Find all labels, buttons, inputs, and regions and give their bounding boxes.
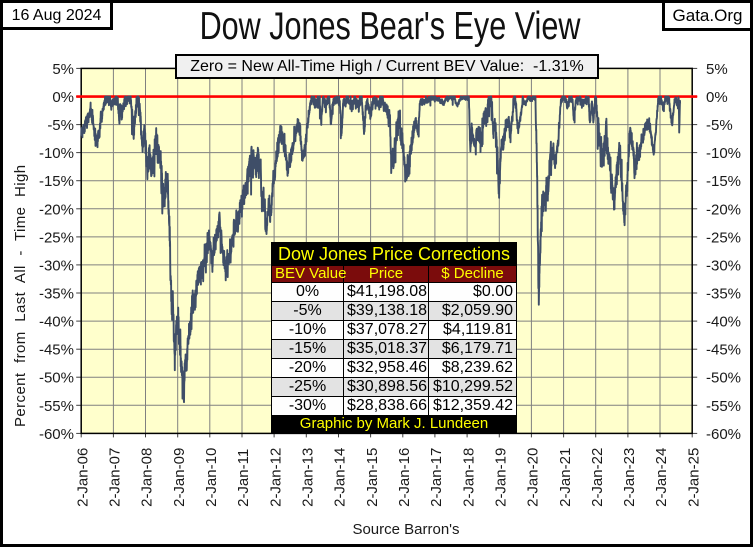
svg-text:2-Jan-09: 2-Jan-09	[171, 448, 188, 507]
svg-text:-35%: -35%	[39, 286, 74, 303]
svg-text:2-Jan-17: 2-Jan-17	[428, 448, 445, 507]
svg-text:-40%: -40%	[39, 314, 74, 331]
svg-text:-35%: -35%	[706, 286, 741, 303]
svg-text:-25%: -25%	[706, 229, 741, 246]
svg-text:-45%: -45%	[706, 342, 741, 359]
svg-text:-55%: -55%	[39, 398, 74, 415]
svg-text:2-Jan-23: 2-Jan-23	[621, 448, 638, 507]
svg-text:-15%: -15%	[39, 173, 74, 190]
svg-text:-15%: -15%	[706, 173, 741, 190]
svg-text:2-Jan-06: 2-Jan-06	[74, 448, 91, 507]
svg-text:-55%: -55%	[706, 398, 741, 415]
svg-text:2-Jan-16: 2-Jan-16	[396, 448, 413, 507]
svg-text:-40%: -40%	[706, 314, 741, 331]
svg-text:-20%: -20%	[706, 201, 741, 218]
svg-text:5%: 5%	[52, 61, 74, 78]
svg-text:-5%: -5%	[706, 117, 733, 134]
svg-text:0%: 0%	[52, 89, 74, 106]
svg-text:-60%: -60%	[706, 426, 741, 443]
svg-text:2-Jan-20: 2-Jan-20	[525, 448, 542, 507]
svg-text:-60%: -60%	[39, 426, 74, 443]
svg-text:2-Jan-07: 2-Jan-07	[107, 448, 124, 507]
svg-text:-5%: -5%	[47, 117, 74, 134]
svg-text:2-Jan-11: 2-Jan-11	[235, 449, 252, 507]
svg-text:2-Jan-25: 2-Jan-25	[685, 448, 702, 507]
svg-text:2-Jan-10: 2-Jan-10	[203, 448, 220, 507]
svg-text:2-Jan-19: 2-Jan-19	[493, 448, 510, 507]
svg-text:-50%: -50%	[706, 370, 741, 387]
svg-text:0%: 0%	[706, 89, 728, 106]
svg-text:Percent from Last All - Time H: Percent from Last All - Time High	[12, 165, 29, 427]
svg-text:2-Jan-13: 2-Jan-13	[300, 448, 317, 507]
svg-text:-45%: -45%	[39, 342, 74, 359]
svg-text:2-Jan-22: 2-Jan-22	[589, 448, 606, 507]
svg-text:2-Jan-24: 2-Jan-24	[653, 448, 670, 507]
svg-text:-25%: -25%	[39, 229, 74, 246]
svg-text:-10%: -10%	[39, 145, 74, 162]
svg-text:-10%: -10%	[706, 145, 741, 162]
svg-text:Source Barron's: Source Barron's	[352, 521, 459, 538]
svg-text:2-Jan-15: 2-Jan-15	[364, 448, 381, 507]
svg-text:5%: 5%	[706, 61, 728, 78]
svg-text:-30%: -30%	[39, 257, 74, 274]
svg-text:-20%: -20%	[39, 201, 74, 218]
svg-text:2-Jan-08: 2-Jan-08	[139, 448, 156, 507]
svg-text:2-Jan-18: 2-Jan-18	[460, 448, 477, 507]
svg-text:2-Jan-14: 2-Jan-14	[332, 448, 349, 507]
svg-text:-30%: -30%	[706, 257, 741, 274]
svg-text:-50%: -50%	[39, 370, 74, 387]
svg-text:2-Jan-12: 2-Jan-12	[267, 448, 284, 507]
svg-text:2-Jan-21: 2-Jan-21	[557, 448, 574, 507]
